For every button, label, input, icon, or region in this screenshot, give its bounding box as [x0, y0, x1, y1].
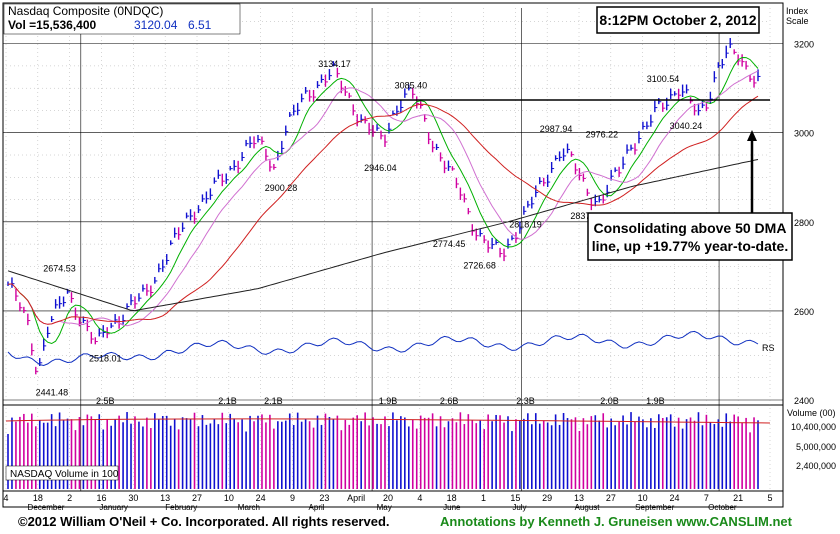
- symbol-label: Nasdaq Composite (0NDQC): [8, 4, 163, 18]
- volume-peak-label: 1.9B: [646, 396, 665, 406]
- x-tick-label: 27: [192, 493, 202, 503]
- price-peak-label: 2900.28: [265, 183, 298, 193]
- volume-peak-label: 2.5B: [96, 396, 115, 406]
- change-value: 6.51: [188, 18, 212, 32]
- arrow-head: [747, 130, 757, 141]
- grid-lines: [3, 8, 783, 491]
- scale-label: Scale: [786, 16, 809, 26]
- month-label: October: [708, 503, 737, 512]
- rs-line: [7, 330, 759, 367]
- price-tick-label: 2600: [794, 307, 814, 317]
- x-tick-label: 13: [574, 493, 584, 503]
- price-tick-label: 3000: [794, 129, 814, 139]
- volume-peak-label: 2.1B: [264, 396, 283, 406]
- price-bars: [7, 38, 761, 375]
- price-peak-label: 2946.04: [364, 163, 397, 173]
- x-tick-label: 13: [160, 493, 170, 503]
- volume-ma-line: [5, 418, 771, 424]
- moving-average-lines: [7, 56, 759, 367]
- x-tick-label: 24: [669, 493, 679, 503]
- x-tick-label: 1: [481, 493, 486, 503]
- volume-peak-label: 2.1B: [218, 396, 237, 406]
- volume-axis-title: Volume (00): [787, 408, 836, 418]
- price-peak-label: 3085.40: [395, 81, 428, 91]
- price-panel: [2, 2, 784, 406]
- price-peak-label: 2987.94: [540, 124, 573, 134]
- volume-title: NASDAQ Volume in 100: [10, 469, 119, 480]
- x-tick-label: 7: [704, 493, 709, 503]
- x-tick-label: 15: [510, 493, 520, 503]
- ma20-line: [27, 70, 759, 327]
- price-peak-label: 2726.68: [463, 260, 496, 270]
- timestamp-box: [596, 6, 760, 34]
- x-tick-label: 21: [733, 493, 743, 503]
- copyright-text: ©2012 William O'Neil + Co. Incorporated.…: [18, 514, 390, 529]
- month-label: March: [238, 503, 260, 512]
- price-tick-label: 2800: [794, 218, 814, 228]
- price-peak-label: 2774.45: [433, 239, 466, 249]
- volume-tick-label: 5,000,000: [796, 442, 836, 452]
- price-peak-label: 2518.01: [89, 353, 122, 363]
- month-label: June: [443, 503, 461, 512]
- annotation-box: [587, 212, 793, 261]
- x-tick-label: 16: [96, 493, 106, 503]
- month-label: December: [28, 503, 65, 512]
- x-tick-label: 23: [319, 493, 329, 503]
- month-label: April: [309, 503, 325, 512]
- x-tick-label: 18: [447, 493, 457, 503]
- x-tick-label: 27: [606, 493, 616, 503]
- index-label: Index: [786, 6, 809, 16]
- annotation-credit: Annotations by Kenneth J. Gruneisen www.…: [440, 514, 792, 529]
- annotation-line-1: Consolidating above 50 DMA: [594, 220, 787, 236]
- price-peak-label: 3040.24: [670, 121, 703, 131]
- price-peak-label: 3100.54: [647, 74, 680, 84]
- volume-tick-label: 10,400,000: [791, 422, 836, 432]
- price-peak-label: 2674.53: [43, 264, 76, 274]
- x-tick-label: 4: [3, 493, 8, 503]
- volume-label: Vol =15,536,400: [8, 18, 97, 32]
- volume-title-box: [5, 465, 119, 481]
- volume-peak-label: 2.3B: [516, 396, 535, 406]
- month-label: May: [377, 503, 392, 512]
- price-peak-label: 2818.19: [509, 220, 542, 230]
- price-peak-label: 2976.22: [586, 129, 619, 139]
- month-label: August: [575, 503, 601, 512]
- annotation-line-2: line, up +19.77% year-to-date.: [592, 238, 788, 254]
- month-label: September: [635, 503, 674, 512]
- x-tick-label: April: [347, 493, 365, 503]
- rs-label: RS: [762, 343, 775, 353]
- volume-peak-label: 1.9B: [379, 396, 398, 406]
- x-tick-label: 4: [417, 493, 422, 503]
- price-peak-label: 2441.48: [36, 388, 69, 398]
- x-tick-label: 20: [383, 493, 393, 503]
- timestamp: 8:12PM October 2, 2012: [599, 12, 756, 28]
- price-value: 3120.04: [134, 18, 178, 32]
- month-label: February: [165, 503, 197, 512]
- volume-peak-label: 2.0B: [600, 396, 619, 406]
- month-label: July: [512, 503, 526, 512]
- price-peak-label: 3134.17: [318, 59, 351, 69]
- x-tick-label: 18: [33, 493, 43, 503]
- ma200-line: [7, 159, 759, 312]
- x-tick-label: 10: [638, 493, 648, 503]
- price-tick-label: 3200: [794, 40, 814, 50]
- x-tick-label: 5: [767, 493, 772, 503]
- price-tick-label: 2400: [794, 396, 814, 406]
- x-tick-label: 9: [290, 493, 295, 503]
- price-peak-label: 2837.72: [570, 211, 603, 221]
- x-tick-label: 30: [128, 493, 138, 503]
- volume-tick-label: 2,400,000: [796, 461, 836, 471]
- x-tick-label: 2: [67, 493, 72, 503]
- x-tick-label: 10: [224, 493, 234, 503]
- header-box: [3, 3, 241, 35]
- volume-peak-label: 2.6B: [440, 396, 459, 406]
- x-axis-panel: [2, 490, 784, 508]
- ma10-line: [19, 56, 759, 345]
- month-label: January: [99, 503, 127, 512]
- ma50-line: [7, 95, 759, 325]
- x-tick-label: 29: [542, 493, 552, 503]
- x-tick-label: 24: [256, 493, 266, 503]
